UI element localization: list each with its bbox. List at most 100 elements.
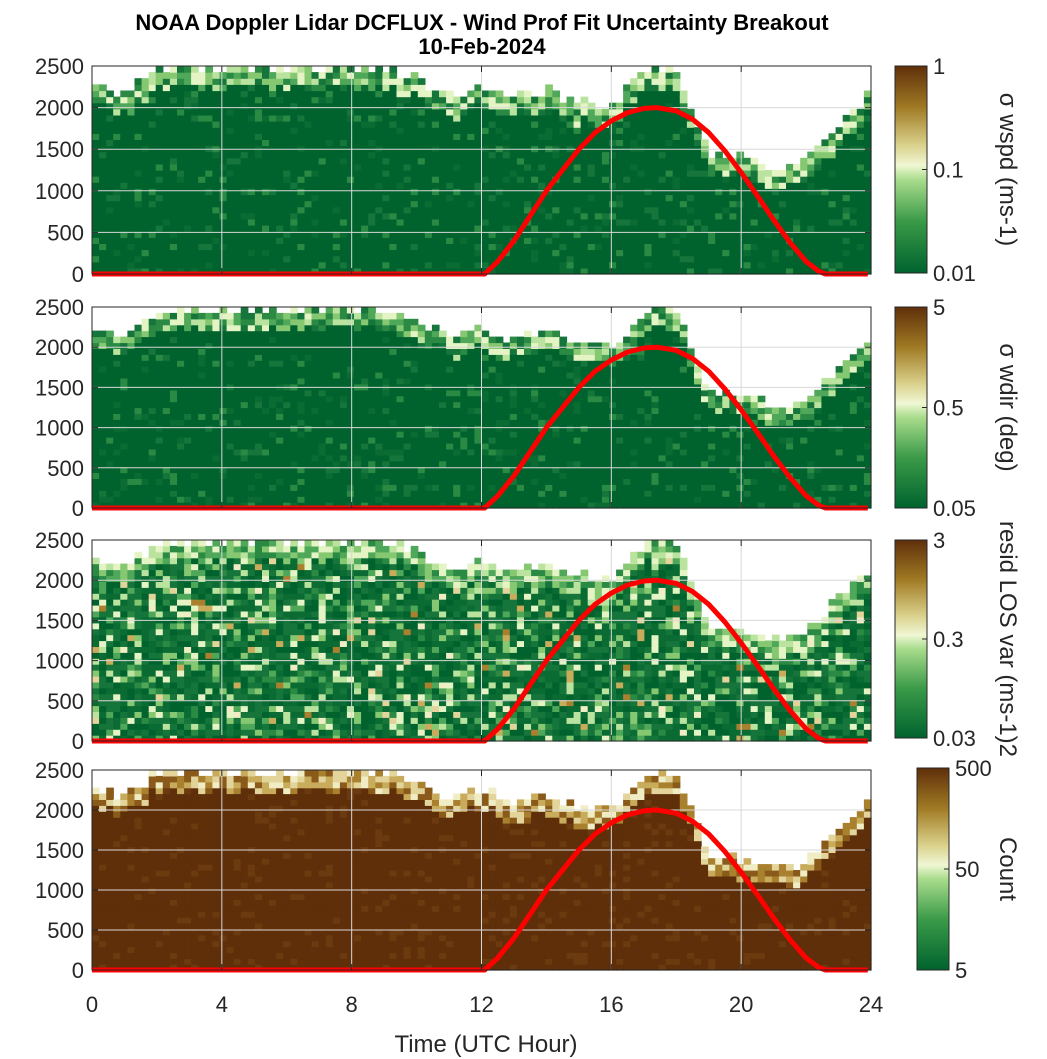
heatmap-cell (304, 460, 313, 468)
heatmap-cell (311, 478, 320, 485)
heatmap-cell (849, 176, 858, 183)
heatmap-cell (169, 170, 178, 177)
heatmap-cell (460, 389, 468, 397)
heatmap-cell (283, 389, 291, 397)
heatmap-cell (346, 206, 355, 214)
heatmap-cell (191, 96, 199, 104)
heatmap-cell (410, 401, 419, 409)
heatmap-cell (247, 212, 256, 220)
heatmap-cell (191, 218, 199, 226)
heatmap-cell (559, 255, 568, 263)
heatmap-cell (120, 102, 128, 110)
heatmap-cell (332, 249, 341, 257)
heatmap-cell (828, 163, 837, 171)
heatmap-cell (382, 170, 391, 177)
heatmap-cell (417, 407, 426, 414)
heatmap-cell (368, 437, 376, 444)
heatmap-cell (177, 212, 185, 220)
heatmap-cell (184, 466, 192, 474)
heatmap-cell (240, 460, 249, 468)
heatmap-cell (651, 90, 660, 98)
heatmap-cell (247, 437, 256, 444)
heatmap-cell (439, 389, 447, 397)
heatmap-cell (722, 261, 730, 269)
heatmap-cell (856, 151, 865, 159)
heatmap-cell (679, 188, 688, 196)
heatmap-cell (453, 176, 461, 183)
heatmap-cell (219, 472, 228, 479)
heatmap-cell (453, 206, 461, 214)
heatmap-cell (184, 231, 192, 238)
heatmap-cell (346, 212, 355, 220)
heatmap-cell (297, 454, 306, 462)
heatmap-cell (750, 163, 759, 171)
heatmap-cell (835, 200, 844, 208)
heatmap-cell (92, 478, 100, 485)
heatmap-cell (410, 502, 419, 509)
heatmap-cell (155, 121, 164, 128)
heatmap-cell (460, 478, 468, 485)
heatmap-cell (389, 407, 398, 414)
heatmap-cell (431, 484, 440, 491)
heatmap-cell (92, 401, 100, 409)
heatmap-cell (99, 267, 107, 275)
heatmap-cell (233, 348, 242, 355)
heatmap-cell (354, 188, 362, 196)
y-tick-label: 2500 (35, 54, 84, 79)
heatmap-cell (219, 176, 228, 183)
heatmap-cell (651, 157, 660, 165)
heatmap-cell (396, 336, 405, 344)
heatmap-cell (389, 212, 398, 220)
heatmap-cell (92, 413, 100, 420)
heatmap-cell (141, 170, 150, 177)
heatmap-cell (524, 206, 532, 214)
heatmap-cell (247, 502, 256, 509)
heatmap-cell (446, 157, 454, 165)
heatmap-cell (141, 318, 150, 326)
heatmap-cell (113, 372, 121, 379)
heatmap-cell (269, 484, 277, 491)
heatmap-cell (240, 96, 249, 104)
heatmap-cell (247, 114, 256, 122)
heatmap-cell (410, 200, 419, 208)
heatmap-cell (205, 225, 213, 232)
heatmap-cell (431, 419, 440, 426)
heatmap-cell (431, 472, 440, 479)
heatmap-cell (219, 431, 228, 438)
heatmap-cell (594, 225, 603, 232)
heatmap-cell (863, 218, 872, 226)
heatmap-cell (630, 267, 638, 275)
heatmap-cell (318, 194, 327, 202)
heatmap-cell (630, 231, 638, 238)
heatmap-cell (835, 225, 844, 232)
heatmap-cell (120, 225, 128, 232)
heatmap-cell (531, 133, 539, 140)
heatmap-cell (318, 443, 327, 450)
heatmap-cell (148, 454, 157, 462)
heatmap-cell (743, 261, 752, 269)
heatmap-cell (148, 336, 157, 344)
heatmap-cell (764, 237, 773, 244)
heatmap-cell (368, 114, 376, 122)
heatmap-cell (467, 127, 475, 134)
heatmap-cell (325, 342, 334, 349)
heatmap-cell (99, 102, 107, 110)
heatmap-cell (240, 466, 249, 474)
heatmap-cell (198, 366, 206, 373)
heatmap-cell (424, 200, 433, 208)
heatmap-cell (339, 114, 348, 122)
heatmap-cell (325, 496, 334, 503)
heatmap-cell (120, 413, 128, 420)
heatmap-cell (254, 84, 263, 92)
heatmap-cell (446, 170, 454, 177)
heatmap-cell (403, 114, 412, 122)
heatmap-cell (141, 336, 150, 344)
heatmap-cell (580, 237, 589, 244)
heatmap-cell (417, 324, 426, 332)
heatmap-cell (162, 188, 171, 196)
heatmap-cell (318, 163, 327, 171)
heatmap-cell (120, 133, 128, 140)
heatmap-cell (332, 157, 341, 165)
heatmap-cell (141, 102, 150, 110)
heatmap-cell (637, 255, 645, 263)
